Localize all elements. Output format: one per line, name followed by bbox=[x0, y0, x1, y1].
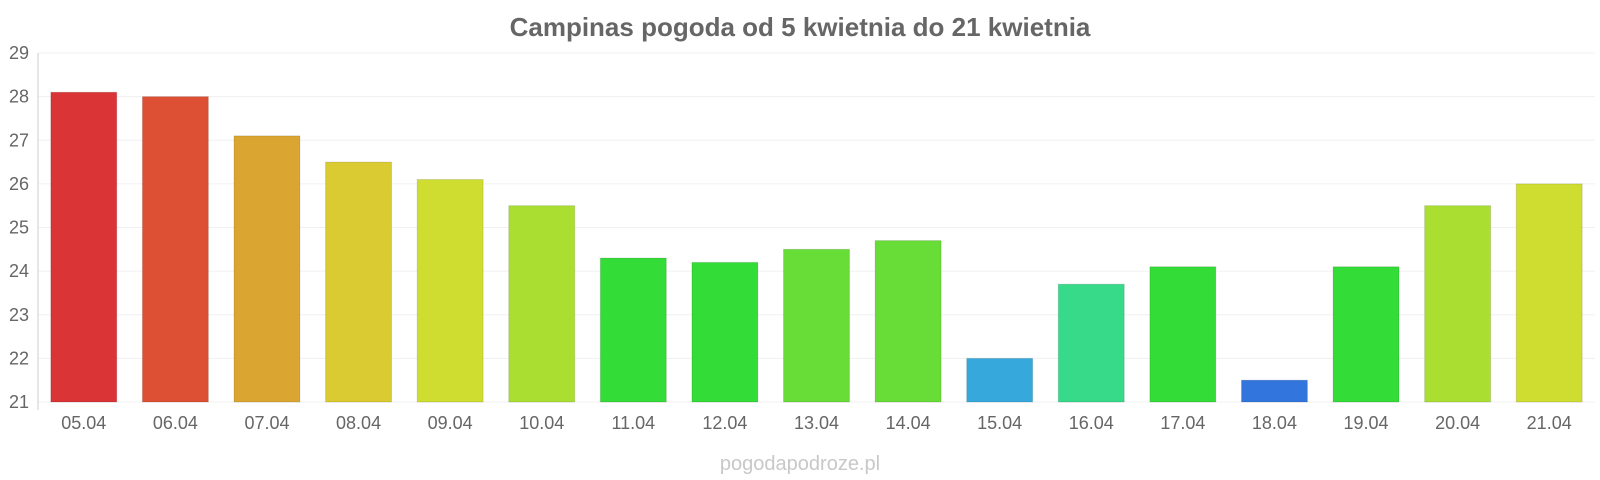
y-tick-label: 23 bbox=[9, 305, 29, 325]
y-tick-label: 24 bbox=[9, 261, 29, 281]
bar-06.04 bbox=[141, 96, 209, 403]
x-tick-label: 16.04 bbox=[1069, 413, 1114, 433]
x-tick-label: 11.04 bbox=[611, 413, 655, 433]
bar-07.04 bbox=[233, 135, 301, 403]
chart-title: Campinas pogoda od 5 kwietnia do 21 kwie… bbox=[510, 12, 1091, 42]
y-tick-label: 21 bbox=[9, 392, 29, 412]
x-tick-label: 18.04 bbox=[1252, 413, 1297, 433]
bar-12.04 bbox=[691, 261, 759, 403]
x-tick-label: 21.04 bbox=[1527, 413, 1572, 433]
x-tick-label: 19.04 bbox=[1344, 413, 1389, 433]
bar-20.04 bbox=[1424, 205, 1492, 403]
x-tick-label: 08.04 bbox=[336, 413, 381, 433]
x-axis-ticks: 05.04 06.04 07.04 08.04 09.04 10.04 11.04 12.04… bbox=[61, 413, 1571, 433]
y-tick-label: 29 bbox=[9, 43, 29, 63]
x-tick-label: 07.04 bbox=[244, 413, 289, 433]
x-tick-label: 14.04 bbox=[886, 413, 931, 433]
x-tick-label: 17.04 bbox=[1160, 413, 1205, 433]
x-tick-label: 09.04 bbox=[428, 413, 473, 433]
x-tick-label: 05.04 bbox=[61, 413, 106, 433]
bar-05.04 bbox=[50, 91, 118, 403]
bar-18.04 bbox=[1240, 379, 1308, 403]
bar-08.04 bbox=[325, 161, 393, 403]
x-tick-label: 12.04 bbox=[702, 413, 747, 433]
x-tick-label: 06.04 bbox=[153, 413, 198, 433]
y-tick-label: 22 bbox=[9, 348, 29, 368]
y-tick-label: 25 bbox=[9, 218, 29, 238]
y-tick-label: 28 bbox=[9, 87, 29, 107]
bar-10.04 bbox=[508, 205, 576, 403]
bar-16.04 bbox=[1057, 283, 1125, 403]
bar-17.04 bbox=[1149, 266, 1217, 403]
y-axis-ticks: 21 22 23 24 25 26 27 28 29 bbox=[9, 43, 29, 412]
bar-11.04 bbox=[599, 257, 667, 403]
bar-13.04 bbox=[783, 248, 850, 403]
x-tick-label: 15.04 bbox=[977, 413, 1022, 433]
watermark: pogodapodroze.pl bbox=[720, 453, 880, 475]
bar-21.04 bbox=[1515, 183, 1583, 403]
x-tick-label: 10.04 bbox=[519, 413, 564, 433]
y-tick-label: 27 bbox=[9, 130, 29, 150]
x-tick-label: 13.04 bbox=[794, 413, 839, 433]
bar-09.04 bbox=[416, 179, 484, 403]
bar-19.04 bbox=[1332, 266, 1400, 403]
bar-14.04 bbox=[874, 240, 942, 403]
bar-15.04 bbox=[966, 357, 1034, 403]
x-tick-label: 20.04 bbox=[1435, 413, 1480, 433]
y-tick-label: 26 bbox=[9, 174, 29, 194]
bars bbox=[50, 91, 1583, 403]
